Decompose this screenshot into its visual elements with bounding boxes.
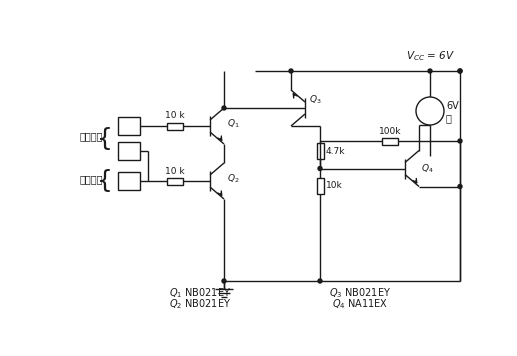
Text: $Q_4$ NA11EX: $Q_4$ NA11EX xyxy=(332,297,388,311)
Text: {: { xyxy=(97,169,113,193)
Circle shape xyxy=(222,106,226,110)
Bar xyxy=(316,143,324,159)
Circle shape xyxy=(428,69,432,73)
Circle shape xyxy=(318,167,322,171)
Circle shape xyxy=(458,184,462,188)
Text: $Q_1$: $Q_1$ xyxy=(227,118,239,130)
Text: $Q_2$: $Q_2$ xyxy=(227,173,239,185)
Text: 接触断开: 接触断开 xyxy=(79,131,103,141)
Text: $Q_2$ NB021EY: $Q_2$ NB021EY xyxy=(169,297,231,311)
Circle shape xyxy=(222,279,226,283)
Circle shape xyxy=(289,69,293,73)
Text: $Q_1$ NB021EY: $Q_1$ NB021EY xyxy=(169,286,231,300)
Text: 100k: 100k xyxy=(379,126,401,136)
Circle shape xyxy=(416,97,444,125)
Text: 接触接通: 接触接通 xyxy=(79,174,103,184)
Text: 10k: 10k xyxy=(326,182,342,190)
Circle shape xyxy=(318,279,322,283)
Circle shape xyxy=(458,139,462,143)
Text: {: { xyxy=(97,126,113,151)
Bar xyxy=(118,142,140,160)
Bar xyxy=(167,178,183,184)
Text: $Q_4$: $Q_4$ xyxy=(421,162,434,175)
Text: 10 k: 10 k xyxy=(165,111,185,120)
Circle shape xyxy=(458,69,462,73)
Bar xyxy=(382,137,398,145)
Text: 4.7k: 4.7k xyxy=(326,147,345,156)
Circle shape xyxy=(458,69,462,73)
Bar xyxy=(167,122,183,130)
Text: 10 k: 10 k xyxy=(165,167,185,176)
Text: 6V: 6V xyxy=(446,101,459,111)
Text: $Q_3$: $Q_3$ xyxy=(309,94,322,106)
Bar xyxy=(316,178,324,194)
Text: $Q_3$ NB021EY: $Q_3$ NB021EY xyxy=(329,286,391,300)
Bar xyxy=(118,172,140,190)
Text: 灯: 灯 xyxy=(446,113,452,123)
Bar xyxy=(118,117,140,135)
Text: $V_{CC}$ = 6V: $V_{CC}$ = 6V xyxy=(406,49,455,63)
